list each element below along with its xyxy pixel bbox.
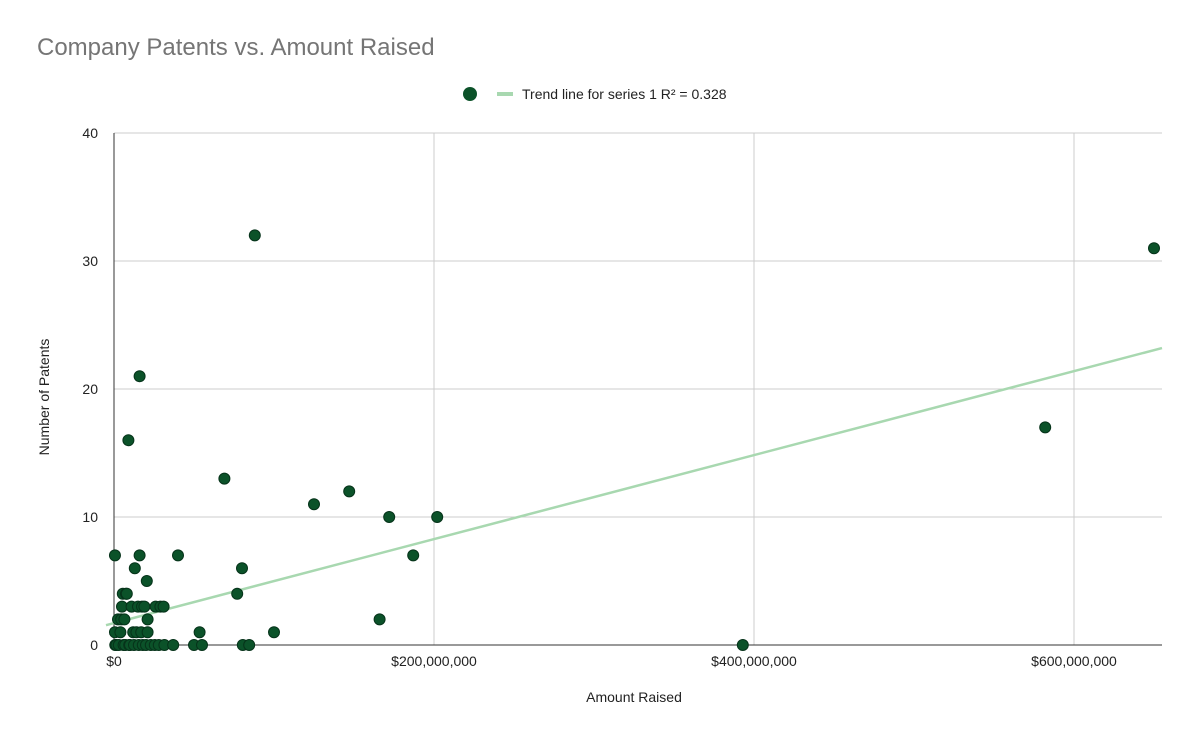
data-point xyxy=(167,639,180,651)
x-axis-title: Amount Raised xyxy=(586,689,682,705)
x-tick-label: $200,000,000 xyxy=(391,653,477,669)
data-point xyxy=(236,562,248,575)
x-tick-label: $400,000,000 xyxy=(711,653,797,669)
data-point xyxy=(248,229,261,242)
trend-line xyxy=(105,346,1163,627)
data-point xyxy=(343,485,356,498)
x-tick-label: $0 xyxy=(106,653,122,669)
data-point xyxy=(118,613,131,626)
legend: Trend line for series 1 R² = 0.328 xyxy=(463,86,727,102)
data-point xyxy=(218,472,231,485)
y-tick-label: 0 xyxy=(90,637,98,653)
data-point xyxy=(1148,242,1160,255)
data-point xyxy=(308,498,320,511)
x-tick-label: $600,000,000 xyxy=(1031,653,1117,669)
data-point xyxy=(231,587,244,600)
y-axis-title: Number of Patents xyxy=(36,339,52,456)
data-point xyxy=(122,434,135,447)
data-point xyxy=(157,600,170,613)
data-point xyxy=(383,511,396,523)
data-point xyxy=(193,626,206,639)
data-point xyxy=(736,639,749,651)
data-point xyxy=(114,626,127,639)
data-point xyxy=(141,613,154,626)
y-tick-label: 30 xyxy=(82,253,98,269)
y-tick-label: 20 xyxy=(82,381,98,397)
y-tick-label: 10 xyxy=(82,509,98,525)
data-point xyxy=(1039,421,1052,434)
data-point xyxy=(243,639,256,651)
legend-trend-label: Trend line for series 1 R² = 0.328 xyxy=(522,86,727,102)
data-point xyxy=(140,575,153,587)
data-point xyxy=(407,549,420,562)
data-point xyxy=(268,626,280,639)
data-point xyxy=(141,626,154,639)
data-point xyxy=(128,562,141,575)
data-point xyxy=(431,511,444,523)
data-point xyxy=(133,370,146,383)
data-point xyxy=(373,613,386,626)
data-point xyxy=(138,600,151,613)
grid-lines xyxy=(114,132,1162,645)
data-point xyxy=(108,549,121,562)
data-point xyxy=(172,549,184,562)
y-tick-label: 40 xyxy=(82,125,98,141)
data-points xyxy=(108,229,1160,651)
chart-title: Company Patents vs. Amount Raised xyxy=(37,34,435,61)
data-point xyxy=(120,587,133,600)
data-point xyxy=(133,549,146,562)
data-point xyxy=(196,639,208,651)
tick-labels: 0 10 20 30 40 $0 $200,000,000 $400,000,000 $600,… xyxy=(82,125,1117,669)
legend-series-marker xyxy=(463,87,477,101)
trendline-group xyxy=(105,346,1163,627)
